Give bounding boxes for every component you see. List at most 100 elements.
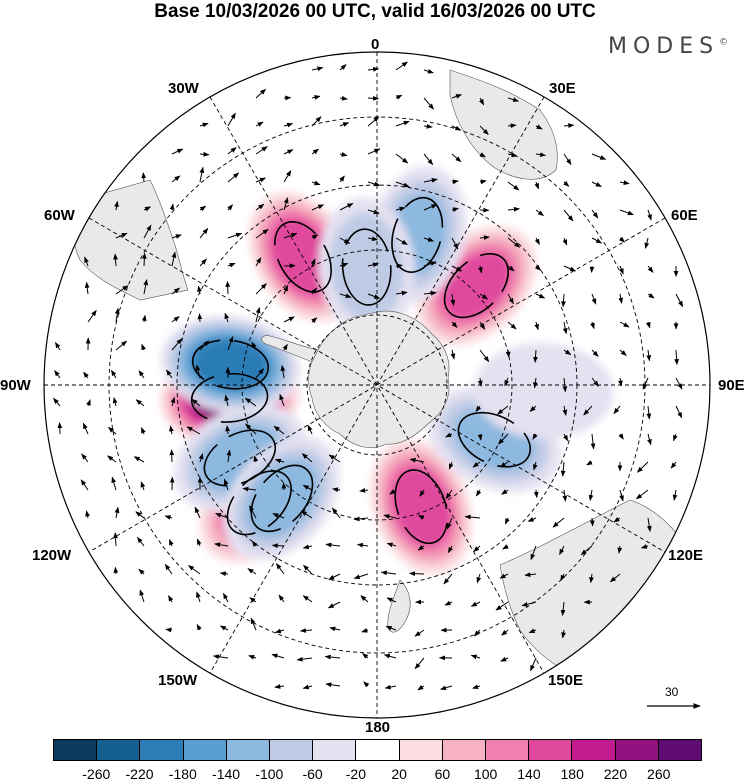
wind-vector-287 [332, 507, 341, 519]
wind-vector-131 [255, 283, 267, 295]
wind-vector-38 [423, 153, 434, 166]
wind-vector-255 [670, 461, 677, 469]
wind-vector-369 [561, 629, 566, 639]
wind-vector-295 [552, 517, 565, 528]
wind-vector-138 [450, 293, 456, 306]
wind-vector-163 [645, 321, 651, 329]
wind-vector-82 [647, 209, 652, 221]
wind-vector-254 [636, 461, 649, 473]
wind-vector-17 [255, 121, 264, 127]
wind-vector-157 [479, 321, 486, 330]
wind-vector-74 [423, 203, 438, 211]
wind-vector-343 [278, 594, 285, 603]
streamline-0 [190, 372, 269, 423]
wind-vector-145 [647, 293, 655, 299]
wind-vector-151 [197, 313, 203, 323]
streamline-5 [191, 339, 270, 390]
wind-vector-379 [470, 654, 481, 660]
wind-vector-144 [618, 293, 624, 304]
wind-vector-68 [255, 203, 265, 211]
wind-vector-88 [255, 228, 269, 239]
wind-vector-228 [477, 433, 483, 441]
wind-vector-72 [367, 209, 380, 215]
wind-vector-100 [591, 237, 603, 244]
wind-vector-296 [589, 517, 595, 527]
wind-vector-335 [560, 573, 566, 582]
wind-vector-78 [535, 209, 544, 217]
wind-vector-96 [479, 235, 490, 240]
wind-vector-200 [53, 397, 61, 407]
wind-vector-271 [501, 489, 509, 495]
wind-vector-199 [675, 377, 683, 390]
wind-vector-363 [385, 625, 397, 631]
wind-vector-70 [311, 204, 325, 211]
colorbar-swatch [140, 740, 184, 760]
wind-vector-32 [255, 146, 268, 155]
wind-vector-366 [473, 629, 481, 637]
wind-vector-288 [353, 516, 369, 522]
lon-label-180: 180 [365, 719, 391, 736]
wind-vector-261 [223, 478, 229, 491]
colorbar [53, 739, 702, 761]
wind-vector-108 [227, 262, 236, 268]
wind-vector-232 [590, 433, 596, 450]
wind-vector-146 [675, 293, 684, 308]
wind-vector-190 [255, 368, 264, 379]
wind-vector-310 [417, 545, 425, 551]
wind-vector-355 [165, 627, 173, 633]
wind-vector-50 [283, 170, 292, 183]
wind-vector-107 [199, 258, 207, 267]
wind-vector-55 [423, 178, 438, 183]
wind-vector-272 [533, 489, 539, 498]
wind-vector-225 [273, 425, 285, 435]
wind-vector-286 [300, 510, 313, 519]
streamline-6 [203, 429, 276, 487]
wind-vector-270 [475, 489, 482, 497]
wind-vector-2 [367, 66, 380, 72]
wind-vector-33 [283, 149, 294, 155]
wind-vector-336 [589, 573, 594, 584]
wind-vector-360 [299, 628, 313, 633]
wind-vector-268 [419, 489, 425, 497]
wind-vector-122 [619, 265, 624, 275]
wind-vector-37 [395, 153, 409, 164]
wind-vector-362 [361, 628, 369, 633]
colorbar-label: 20 [391, 766, 407, 782]
wind-vector-119 [535, 264, 542, 271]
wind-vector-65 [169, 203, 175, 211]
wind-vector-245 [328, 454, 341, 463]
wind-vector-205 [191, 398, 201, 407]
wind-vector-340 [196, 591, 201, 603]
wind-vector-132 [283, 285, 289, 295]
colorbar-label: 180 [560, 766, 584, 782]
wind-vector-185 [110, 369, 117, 379]
colorbar-swatch [572, 740, 616, 760]
wind-vector-222 [186, 426, 201, 435]
wind-vector-212 [562, 405, 568, 416]
wind-vector-238 [133, 456, 145, 463]
colorbar-swatch [270, 740, 314, 760]
wind-vector-371 [248, 655, 257, 660]
wind-vector-56 [451, 179, 459, 185]
wind-vector-236 [81, 453, 89, 463]
colorbar-swatch [486, 740, 530, 760]
wind-vector-161 [590, 321, 595, 330]
wind-vector-169 [171, 338, 183, 351]
wind-vector-221 [169, 425, 174, 435]
wind-vector-106 [171, 251, 177, 267]
wind-vector-351 [495, 601, 509, 611]
wind-vector-42 [535, 152, 546, 157]
wind-vector-66 [199, 205, 207, 212]
wind-vector-135 [367, 293, 381, 299]
colorbar-label: -100 [255, 766, 284, 782]
lon-label-120e: 120E [668, 547, 704, 564]
wind-vector-353 [560, 601, 566, 616]
wind-vector-290 [417, 515, 425, 520]
wind-vector-356 [196, 623, 202, 631]
wind-vector-359 [274, 628, 285, 634]
wind-vector-69 [283, 197, 289, 211]
wind-vector-105 [141, 252, 147, 267]
wind-vector-349 [444, 600, 453, 606]
wind-vector-313 [502, 544, 509, 550]
wind-vector-113 [367, 262, 379, 268]
